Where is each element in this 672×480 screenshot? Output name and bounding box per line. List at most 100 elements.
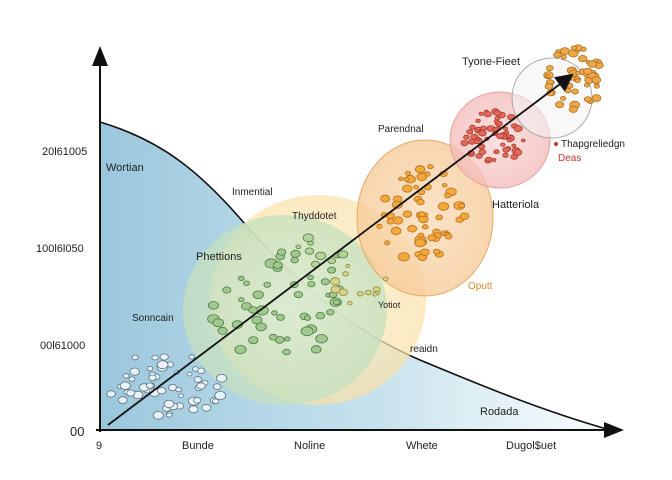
orange-cell [458, 202, 466, 209]
green-cell [327, 266, 337, 274]
green-cell [310, 345, 322, 354]
gold-cell [591, 94, 602, 102]
red-cell [478, 149, 487, 155]
red-cell [492, 127, 499, 132]
red-cell [493, 149, 500, 155]
orange-cell [414, 165, 426, 174]
blue-cell [214, 390, 227, 400]
green-cell [315, 251, 327, 261]
green-cell [276, 313, 286, 321]
blue-cell [193, 376, 203, 383]
blue-cell [117, 396, 128, 404]
green-cell [295, 244, 302, 249]
red-cell [513, 125, 523, 133]
hatteriola-label: Hatteriola [492, 199, 540, 211]
green-cell [315, 334, 328, 344]
olive-cell [356, 291, 364, 297]
inmential-label: Inmential [232, 187, 273, 198]
gold-cell [584, 82, 590, 88]
orange-cell [416, 172, 428, 181]
y-tick-label: 00 [70, 424, 85, 439]
gold-cell [554, 101, 565, 109]
green-cell [333, 299, 341, 306]
blue-cell [193, 397, 202, 404]
red-cell [469, 124, 476, 130]
red-cell [463, 134, 470, 140]
blue-cell [212, 398, 220, 405]
green-cell [248, 306, 258, 314]
blue-cell [201, 403, 212, 412]
orange-cell [402, 210, 413, 218]
gold-cell [544, 74, 550, 79]
red-cell [520, 138, 526, 143]
gold-cell [553, 51, 562, 59]
gold-cell [575, 71, 581, 76]
olive-cell [372, 292, 379, 297]
green-cell [207, 301, 219, 310]
red-cell [460, 140, 469, 147]
blue-cell [151, 354, 159, 361]
trend-arrow [107, 73, 574, 426]
green-bubble [183, 215, 387, 405]
red-cell [491, 157, 497, 162]
blue-cell [188, 354, 196, 360]
reaidn-label: reaidn [410, 344, 438, 355]
green-cell [326, 309, 335, 316]
gold-cell [593, 58, 599, 63]
y-tick-label: 00l61000 [40, 340, 86, 352]
blue-cell [145, 382, 154, 389]
green-cell [293, 291, 303, 299]
red-cell [513, 148, 523, 156]
orange-cell [416, 198, 425, 206]
gold-cell [568, 105, 578, 113]
blue-cell [146, 365, 154, 372]
gold-cell [559, 47, 570, 55]
green-cell [282, 348, 291, 356]
olive-cell [329, 277, 341, 286]
gold-cell [565, 82, 574, 89]
red-cell [493, 110, 502, 117]
blue-cell [129, 367, 140, 376]
orange-cell [404, 170, 412, 176]
orange-cell [435, 214, 443, 221]
x-tick-label: Bunde [182, 440, 214, 452]
red-cell [466, 129, 474, 135]
green-cell [307, 281, 316, 288]
orange-cell [433, 248, 441, 255]
gold-cell [559, 96, 567, 101]
red-cell [494, 116, 501, 121]
thyddotet-label: Thyddotet [292, 211, 337, 222]
green-cell [315, 312, 326, 320]
gold-cell [591, 76, 602, 84]
green-cell [238, 297, 245, 303]
wortian-label: Wortian [106, 162, 144, 174]
red-cell [500, 142, 506, 147]
tyone-fieet-label: Tyone-Fieet [462, 56, 521, 68]
olive-cell [342, 271, 349, 277]
gold-cell [583, 96, 592, 103]
blue-cell [148, 374, 157, 381]
green-cell [237, 275, 245, 281]
blue-cell [166, 412, 173, 418]
x-tick-label: Noline [294, 440, 326, 452]
gold-cell [560, 54, 567, 60]
parendnal-label: Parendnal [378, 124, 424, 135]
green-cell [284, 336, 291, 342]
y-axis-arrow-icon [92, 46, 108, 66]
orange-cell [417, 232, 425, 238]
red-cell [475, 118, 481, 123]
blue-cell [159, 353, 169, 361]
green-cell [276, 248, 287, 256]
orange-cell [459, 212, 470, 220]
red-cell [483, 111, 492, 118]
red-cell [478, 111, 484, 116]
x-tick-label: Dugol$uet [506, 440, 557, 452]
gold-cell [570, 45, 578, 51]
orange-cell [376, 223, 383, 229]
green-cell [327, 257, 336, 264]
green-cell [320, 278, 330, 286]
orange-cell [414, 238, 426, 248]
gold-cell [564, 87, 572, 94]
y-tick-label: 20l61005 [42, 146, 88, 158]
orange-cell [407, 224, 418, 233]
